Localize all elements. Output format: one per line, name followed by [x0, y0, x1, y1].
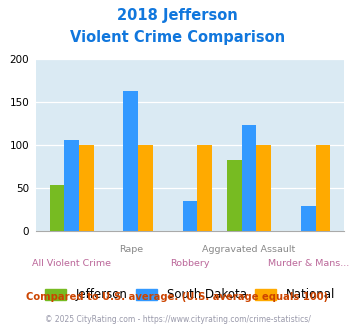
Text: Rape: Rape	[119, 245, 143, 254]
Bar	[242, 125, 256, 231]
Bar	[182, 201, 197, 231]
Text: 2018 Jefferson: 2018 Jefferson	[117, 8, 238, 23]
Legend: Jefferson, South Dakota, National: Jefferson, South Dakota, National	[45, 288, 335, 301]
Bar	[138, 145, 153, 231]
Text: Compared to U.S. average. (U.S. average equals 100): Compared to U.S. average. (U.S. average …	[26, 292, 329, 302]
Bar	[197, 145, 212, 231]
Bar	[301, 206, 316, 231]
Bar	[64, 140, 79, 231]
Bar	[50, 185, 64, 231]
Bar	[316, 145, 330, 231]
Text: © 2025 CityRating.com - https://www.cityrating.com/crime-statistics/: © 2025 CityRating.com - https://www.city…	[45, 315, 310, 324]
Bar	[227, 160, 242, 231]
Text: Robbery: Robbery	[170, 259, 210, 268]
Text: All Violent Crime: All Violent Crime	[32, 259, 111, 268]
Bar	[256, 145, 271, 231]
Text: Aggravated Assault: Aggravated Assault	[202, 245, 296, 254]
Text: Violent Crime Comparison: Violent Crime Comparison	[70, 30, 285, 45]
Bar	[79, 145, 94, 231]
Text: Murder & Mans...: Murder & Mans...	[268, 259, 349, 268]
Bar	[124, 91, 138, 231]
